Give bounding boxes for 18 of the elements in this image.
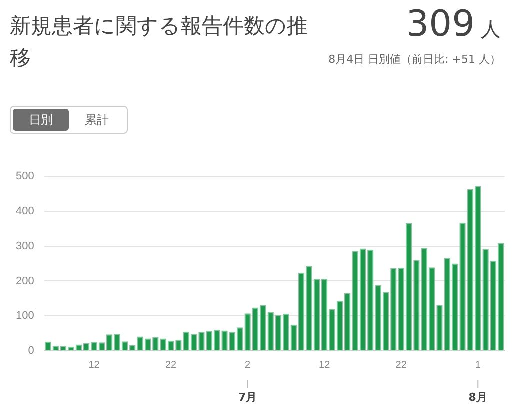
- y-tick-label: 500: [16, 170, 34, 183]
- chart-title: 新規患者に関する報告件数の推移: [10, 13, 309, 72]
- x-tick-label: 2: [245, 360, 252, 371]
- y-tick-label: 200: [16, 275, 34, 288]
- x-tick-label: 22: [165, 360, 178, 371]
- x-tick-label: 12: [88, 360, 100, 371]
- y-tick-label: 300: [16, 240, 34, 252]
- text: 8月4日 日別値（前日比: +51 人）: [328, 52, 501, 67]
- annotation: 7月: [238, 391, 258, 404]
- x-tick-label: 1: [475, 360, 482, 371]
- annotation: 8月: [468, 391, 488, 404]
- text: 309 人: [406, 4, 501, 45]
- x-tick-label: 12: [319, 360, 331, 371]
- y-tick-label: 100: [16, 310, 34, 322]
- y-tick-label: 400: [16, 206, 34, 218]
- view-toggle: 日別 累計: [10, 106, 128, 134]
- y-tick-label: 0: [28, 345, 34, 358]
- x-tick-label: 22: [396, 360, 408, 371]
